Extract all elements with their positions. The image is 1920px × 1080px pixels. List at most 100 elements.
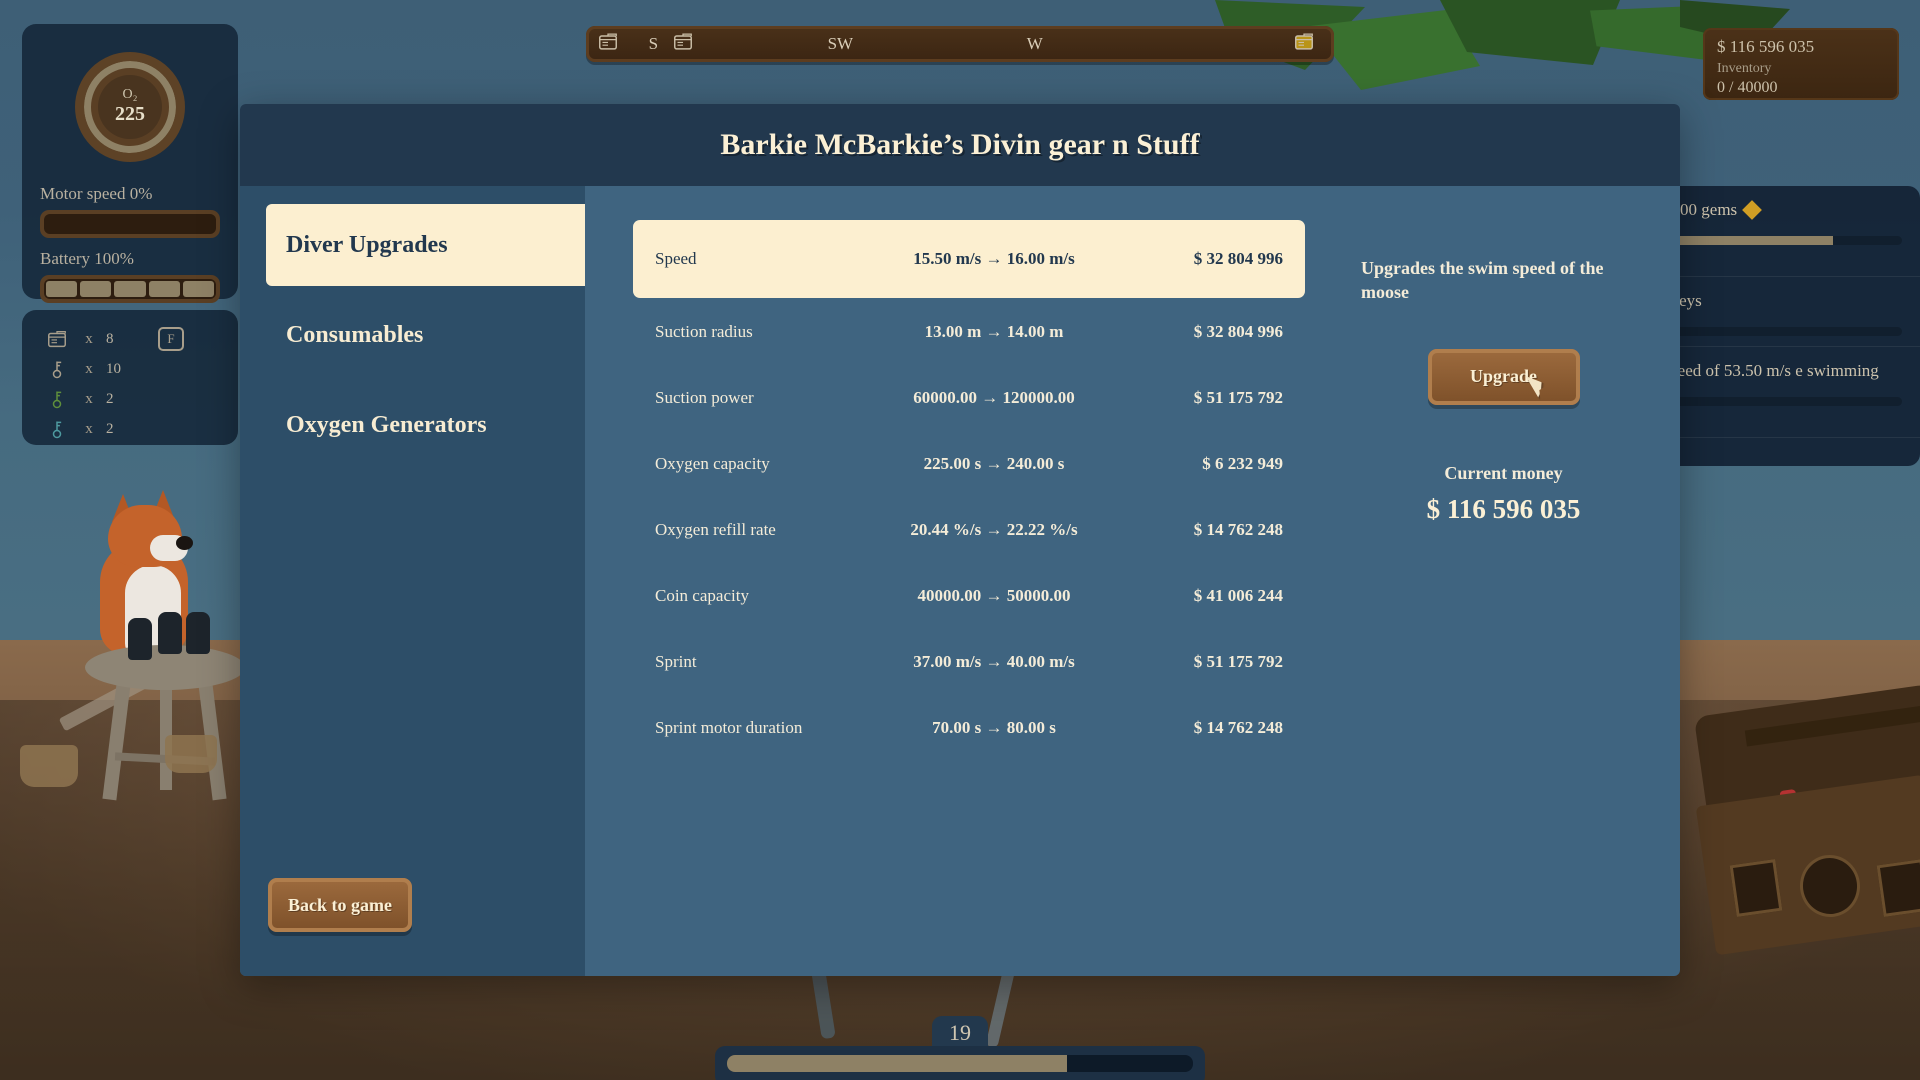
- row-spacer: [633, 760, 1305, 761]
- inventory-count: 8: [106, 330, 114, 347]
- upgrade-name: Coin capacity: [655, 585, 749, 605]
- upgrade-cost: $ 14 762 248: [1193, 717, 1283, 737]
- key-icon: [42, 357, 72, 381]
- quest-progress-fill: [1638, 236, 1834, 245]
- motor-speed-label: Motor speed 0%: [40, 184, 153, 203]
- upgrade-name: Suction power: [655, 387, 754, 407]
- basket: [20, 745, 78, 787]
- shop-modal: Barkie McBarkie’s Divin gear n Stuff Div…: [240, 104, 1680, 976]
- upgrade-delta: 225.00 s → 240.00 s: [923, 453, 1065, 473]
- shop-tabs-column: Diver Upgrades Consumables Oxygen Generato…: [240, 186, 585, 976]
- fox-boot: [158, 612, 182, 654]
- inventory-row[interactable]: x 10: [22, 354, 238, 384]
- inventory-count: 2: [106, 390, 114, 407]
- fox-nose: [176, 536, 193, 550]
- quest-title: n a speed of 53.50 m/s e swimming: [1638, 361, 1902, 381]
- upgrade-cost: $ 51 175 792: [1193, 651, 1283, 671]
- upgrade-delta: 37.00 m/s → 40.00 m/s: [913, 651, 1075, 671]
- inventory-count: 2: [106, 420, 114, 437]
- shop-modal-header: Barkie McBarkie’s Divin gear n Stuff: [240, 104, 1680, 186]
- chest-plate: [1729, 859, 1783, 917]
- upgrade-row[interactable]: Sprint motor duration 70.00 s → 80.00 s $ …: [633, 695, 1305, 760]
- upgrade-cost: $ 14 762 248: [1193, 519, 1283, 539]
- tab-oxygen-generators[interactable]: Oxygen Generators: [286, 411, 487, 438]
- oxygen-label: O₂: [122, 86, 138, 102]
- upgrade-delta: 15.50 m/s → 16.00 m/s: [913, 249, 1075, 268]
- upgrade-list: Speed 15.50 m/s → 16.00 m/s $ 32 804 996 Su…: [585, 186, 1335, 976]
- key-icon: [42, 417, 72, 441]
- hud-money-value: $ 116 596 035: [1717, 37, 1815, 56]
- compass-direction: SW: [827, 34, 854, 53]
- battery-cell: [114, 281, 146, 297]
- hud-inventory-label: Inventory: [1717, 61, 1772, 76]
- key-icon: [42, 387, 72, 411]
- current-money-label: Current money: [1444, 462, 1563, 483]
- upgrade-row[interactable]: Speed 15.50 m/s → 16.00 m/s $ 32 804 996: [633, 220, 1305, 298]
- tab-consumables[interactable]: Consumables: [286, 321, 424, 348]
- inventory-multiplier: x: [85, 360, 93, 377]
- upgrade-name: Oxygen refill rate: [655, 519, 776, 539]
- upgrade-cost: $ 32 804 996: [1193, 249, 1283, 268]
- xp-bar-frame: [715, 1046, 1205, 1080]
- current-money-value: $ 116 596 035: [1426, 493, 1581, 524]
- xp-bar-fill: [727, 1055, 1068, 1072]
- battery-label: Battery 100%: [40, 249, 134, 268]
- quest-progress-bar: [1638, 327, 1902, 336]
- hotkey-badge: F: [158, 327, 184, 351]
- upgrade-delta: 70.00 s → 80.00 s: [932, 717, 1056, 737]
- upgrade-row[interactable]: Coin capacity 40000.00 → 50000.00 $ 41 006…: [633, 563, 1305, 628]
- shop-modal-body: Diver Upgrades Consumables Oxygen Generato…: [240, 186, 1680, 976]
- motor-speed-bar: [40, 210, 220, 238]
- chest-icon: [42, 328, 72, 350]
- shop-tabs-list: Diver Upgrades Consumables Oxygen Generato…: [240, 204, 585, 466]
- battery-cell: [80, 281, 112, 297]
- upgrade-description: Upgrades the swim speed of the moose: [1361, 258, 1604, 303]
- upgrade-row[interactable]: Suction power 60000.00 → 120000.00 $ 51 17…: [633, 365, 1305, 430]
- compass-bar: S SW W: [586, 26, 1334, 62]
- quest-progress-bar: [1638, 397, 1902, 406]
- chest-icon: [672, 31, 694, 58]
- fox-boot: [186, 612, 210, 654]
- upgrade-row[interactable]: Oxygen refill rate 20.44 %/s → 22.22 %/s $…: [633, 497, 1305, 562]
- quest-progress-bar: [1638, 236, 1902, 245]
- upgrade-delta: 60000.00 → 120000.00: [913, 387, 1075, 407]
- motor-speed-bar-track: [44, 214, 216, 234]
- quest-title-text: n a speed of 53.50 m/s e swimming: [1638, 361, 1879, 380]
- xp-bar-panel: 19: [715, 1016, 1205, 1080]
- upgrade-row[interactable]: Suction radius 13.00 m → 14.00 m $ 32 804 …: [633, 299, 1305, 364]
- upgrade-detail-panel: Upgrades the swim speed of the moose Upg…: [1335, 186, 1680, 976]
- back-to-game-button[interactable]: Back to game: [268, 878, 412, 932]
- inventory-count: 10: [106, 360, 121, 377]
- page-title: Barkie McBarkie’s Divin gear n Stuff: [720, 128, 1200, 161]
- compass-track: S SW W: [586, 26, 1334, 62]
- upgrade-delta: 40000.00 → 50000.00: [917, 585, 1071, 605]
- basket: [165, 735, 217, 773]
- upgrade-delta: 20.44 %/s → 22.22 %/s: [910, 519, 1078, 539]
- upgrade-name: Sprint: [655, 651, 697, 671]
- inventory-multiplier: x: [85, 330, 93, 347]
- upgrade-name: Sprint motor duration: [655, 717, 803, 737]
- battery-bar-track: [44, 279, 216, 299]
- oxygen-gauge: O₂ 225: [75, 52, 185, 162]
- upgrade-cost: $ 32 804 996: [1193, 321, 1283, 341]
- oxygen-value: 225: [115, 103, 145, 126]
- xp-bar-track: [727, 1055, 1193, 1072]
- hud-inventory-value: 0 / 40000: [1717, 79, 1778, 96]
- compass-direction: W: [1026, 34, 1043, 53]
- upgrade-name: Oxygen capacity: [655, 453, 770, 473]
- upgrade-button[interactable]: Upgrade: [1427, 348, 1580, 405]
- diver-status-panel: O₂ 225 Motor speed 0% Battery 100%: [22, 24, 238, 303]
- upgrade-row[interactable]: Oxygen capacity 225.00 s → 240.00 s $ 6 23…: [633, 431, 1305, 496]
- tab-diver-upgrades[interactable]: Diver Upgrades: [266, 204, 585, 286]
- gem-diamond-icon: [1742, 200, 1763, 220]
- compass-direction: S: [648, 34, 659, 53]
- upgrade-cost: $ 6 232 949: [1202, 453, 1283, 473]
- upgrade-row[interactable]: Sprint 37.00 m/s → 40.00 m/s $ 51 175 792: [633, 629, 1305, 694]
- chest-plate: [1876, 859, 1920, 917]
- battery-cell: [46, 281, 78, 297]
- fox-boot: [128, 618, 152, 660]
